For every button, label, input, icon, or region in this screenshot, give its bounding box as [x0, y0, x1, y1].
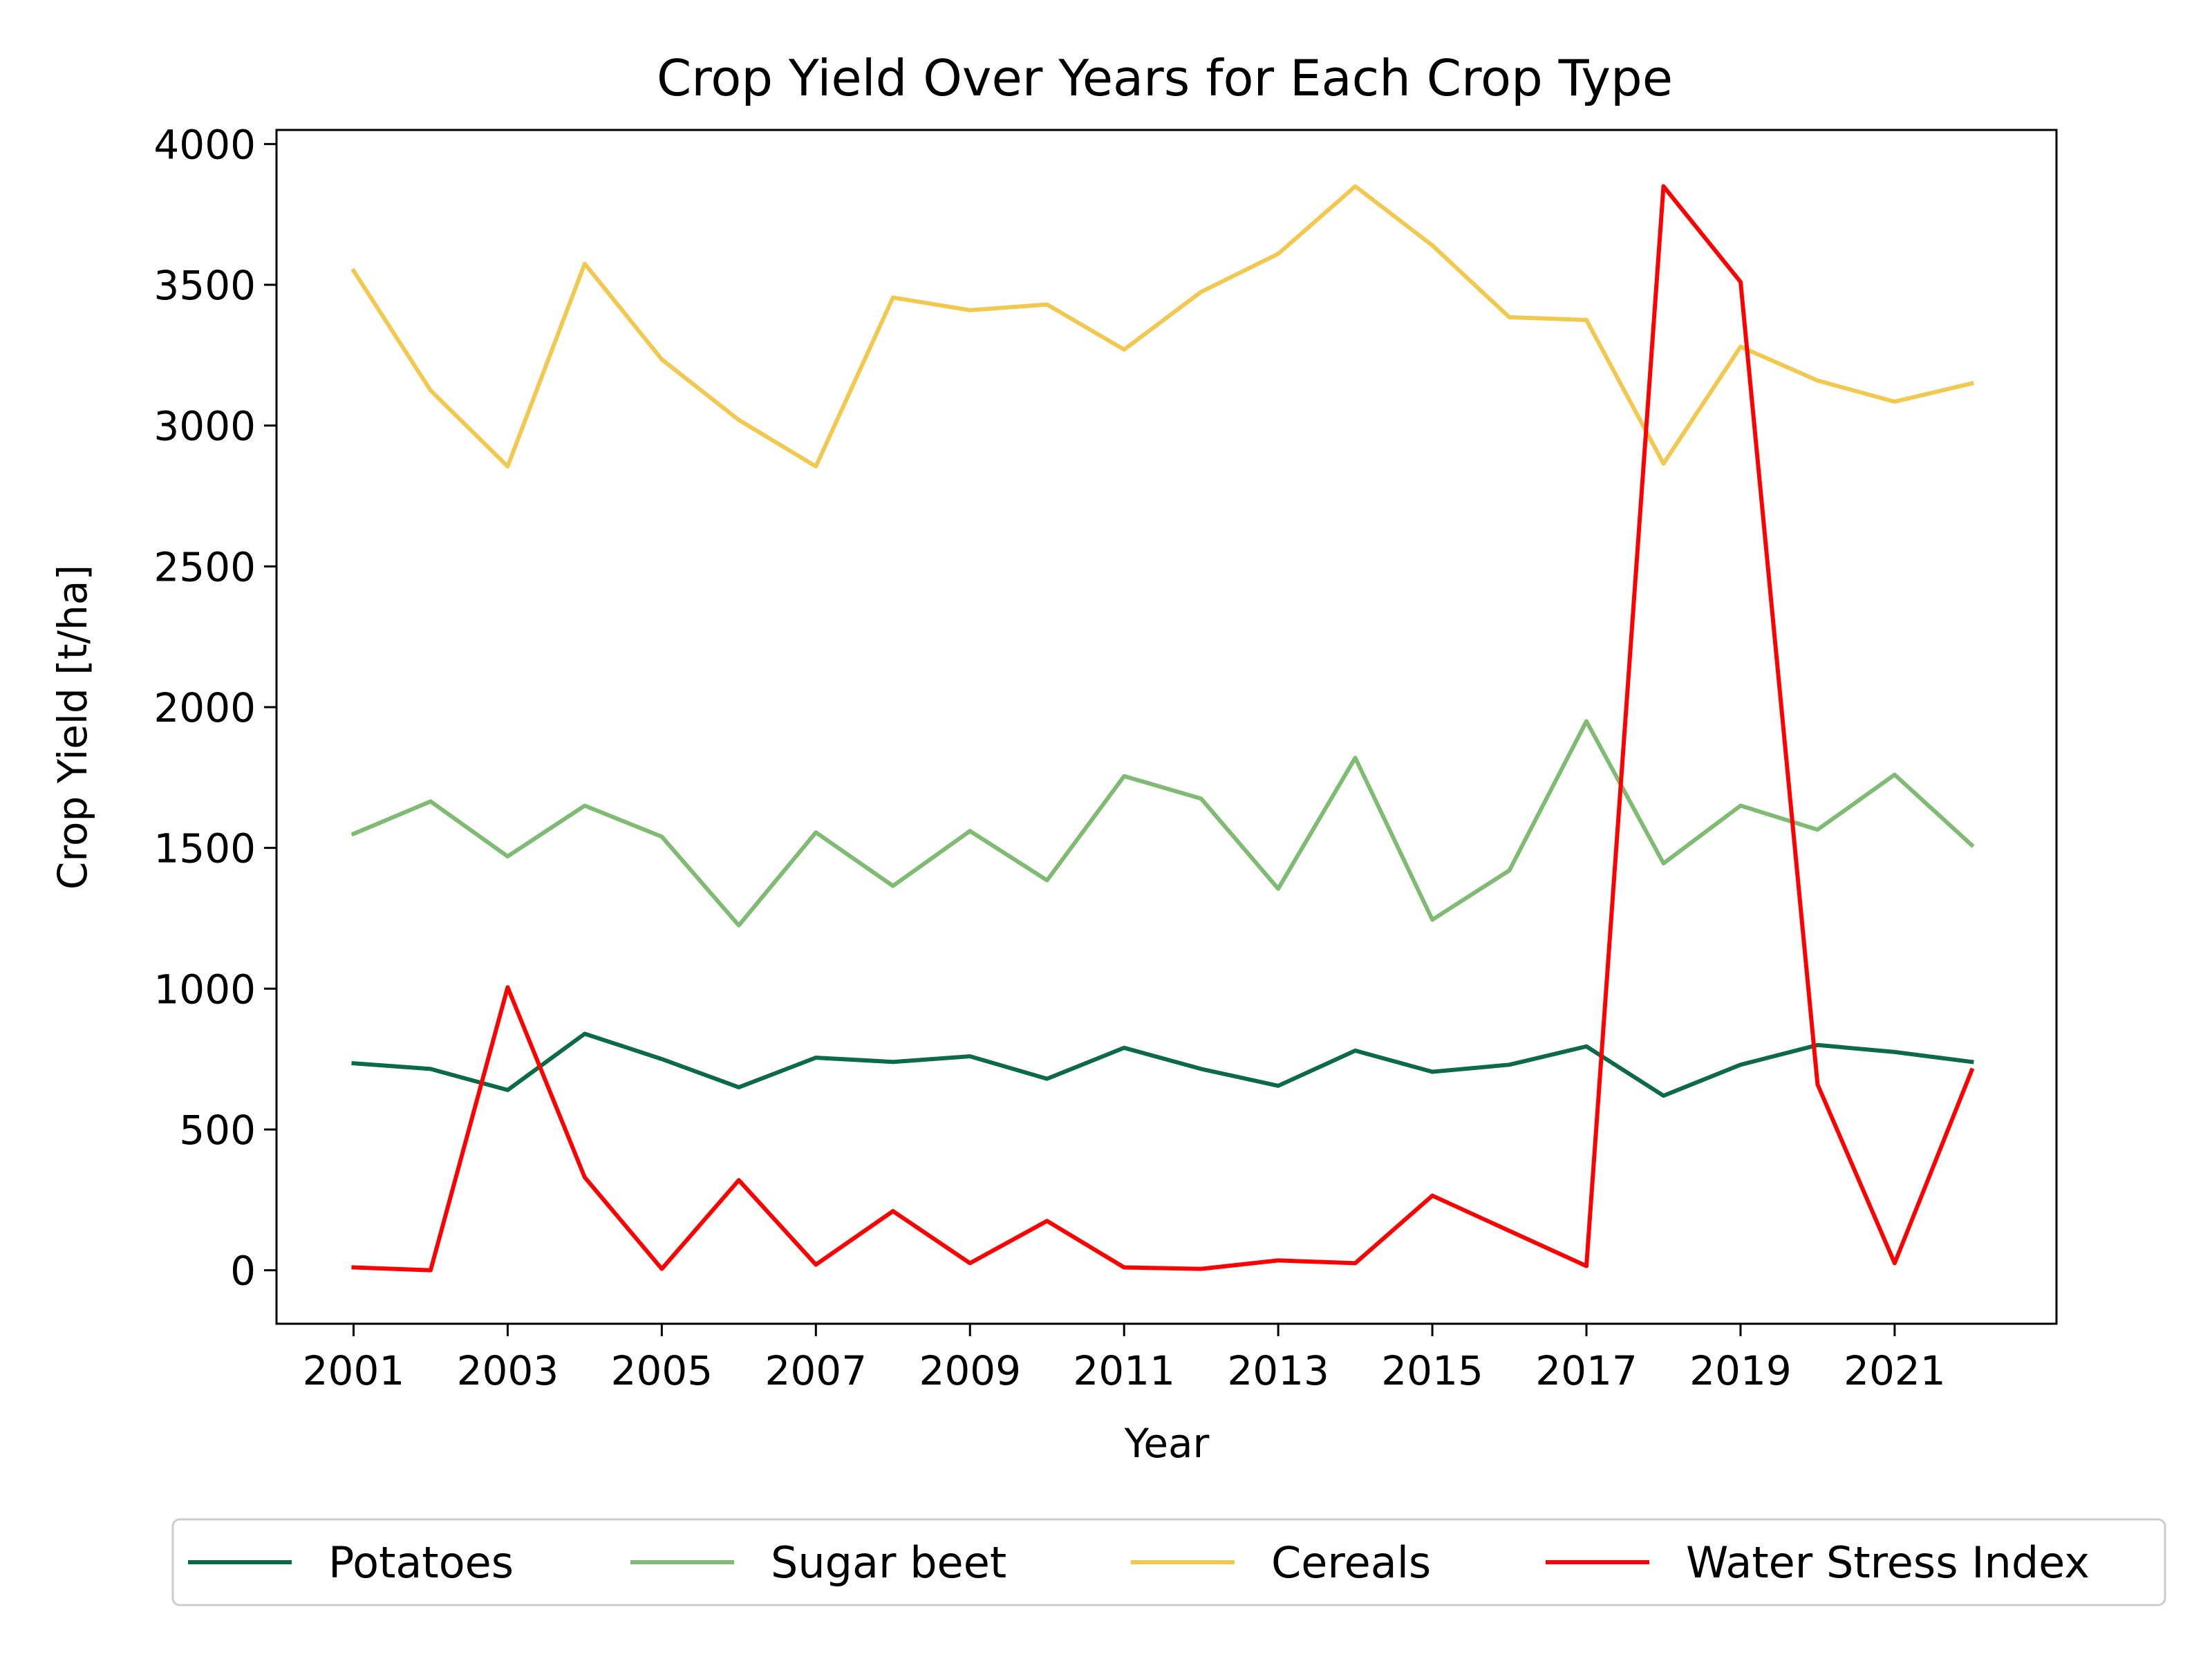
y-tick-label: 2000: [153, 684, 256, 731]
legend-label-cereals: Cereals: [1271, 1537, 1431, 1588]
y-tick-label: 500: [179, 1107, 256, 1154]
x-tick-label: 2015: [1381, 1347, 1483, 1394]
legend-label-potatoes: Potatoes: [328, 1537, 514, 1588]
y-tick-label: 3500: [153, 262, 256, 309]
series-line-water-stress-index: [351, 184, 1975, 1273]
y-tick-label: 1500: [153, 825, 256, 872]
x-tick-label: 2003: [457, 1347, 559, 1394]
legend-label-sugar-beet: Sugar beet: [771, 1537, 1006, 1588]
y-tick-label: 3000: [153, 403, 256, 450]
series-line-potatoes: [351, 1031, 1974, 1098]
x-tick-label: 2005: [611, 1347, 713, 1394]
legend-label-water-stress-index: Water Stress Index: [1686, 1537, 2090, 1588]
x-tick-label: 2001: [303, 1347, 405, 1394]
series-line-sugar-beet: [350, 719, 1975, 928]
y-tick-label: 2500: [153, 543, 256, 590]
chart-title: Crop Yield Over Years for Each Crop Type: [657, 49, 1673, 107]
plot-frame: [275, 129, 2058, 1325]
x-tick-label: 2013: [1227, 1347, 1329, 1394]
y-tick-label: 4000: [153, 121, 256, 168]
legend: Potatoes Sugar beet Cereals Water Stress In…: [171, 1518, 2166, 1606]
y-tick-label: 1000: [153, 966, 256, 1013]
y-tick-label: 0: [230, 1248, 256, 1295]
x-tick-label: 2007: [765, 1347, 867, 1394]
y-axis: 0 500 1000 1500 2000 2500 3000 3500 4000: [153, 121, 276, 1295]
x-tick-label: 2009: [919, 1347, 1021, 1394]
x-axis: 2001 2003 2005 2007 2009 2011 2013 2015 2017 2019…: [303, 1324, 1946, 1394]
series-layer: [350, 184, 1975, 1273]
x-tick-label: 2021: [1844, 1347, 1946, 1394]
x-tick-label: 2011: [1073, 1347, 1175, 1394]
x-tick-label: 2017: [1535, 1347, 1638, 1394]
x-tick-label: 2019: [1689, 1347, 1792, 1394]
y-axis-title: Crop Yield [t/ha]: [49, 565, 96, 890]
x-axis-title: Year: [1124, 1420, 1210, 1467]
series-line-cereals: [350, 184, 1975, 469]
